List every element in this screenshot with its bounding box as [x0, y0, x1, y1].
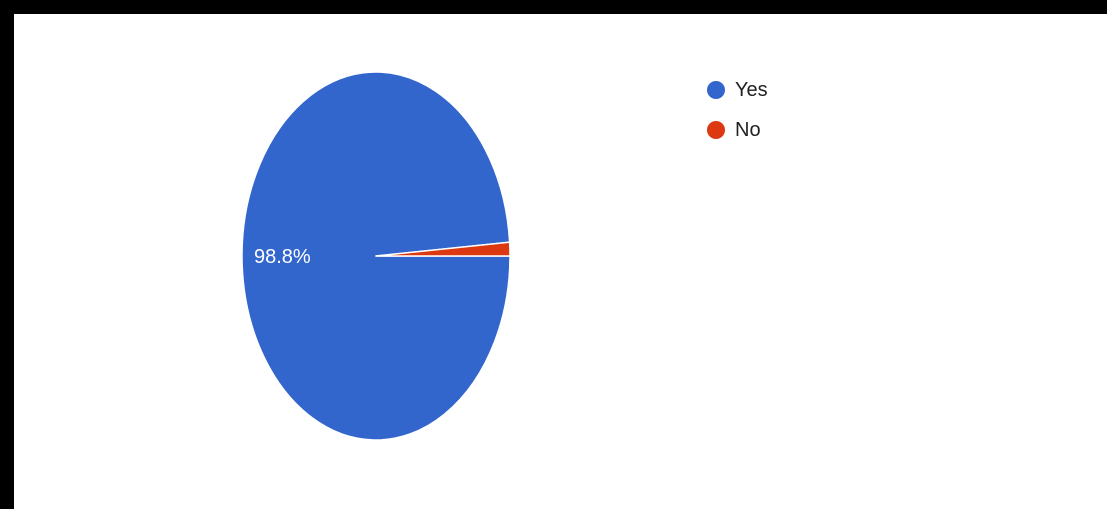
legend-swatch-yes	[707, 81, 725, 99]
data-label-yes: 98.8%	[254, 246, 311, 268]
legend-swatch-no	[707, 121, 725, 139]
legend: Yes No	[707, 70, 768, 150]
legend-item-yes[interactable]: Yes	[707, 70, 768, 110]
pie-chart: 98.8%	[241, 71, 511, 441]
legend-label-no: No	[735, 118, 761, 141]
legend-item-no[interactable]: No	[707, 110, 768, 150]
chart-frame: 98.8% Yes No	[14, 14, 1107, 509]
legend-label-yes: Yes	[735, 78, 768, 101]
pie-slice-no[interactable]	[375, 241, 511, 257]
